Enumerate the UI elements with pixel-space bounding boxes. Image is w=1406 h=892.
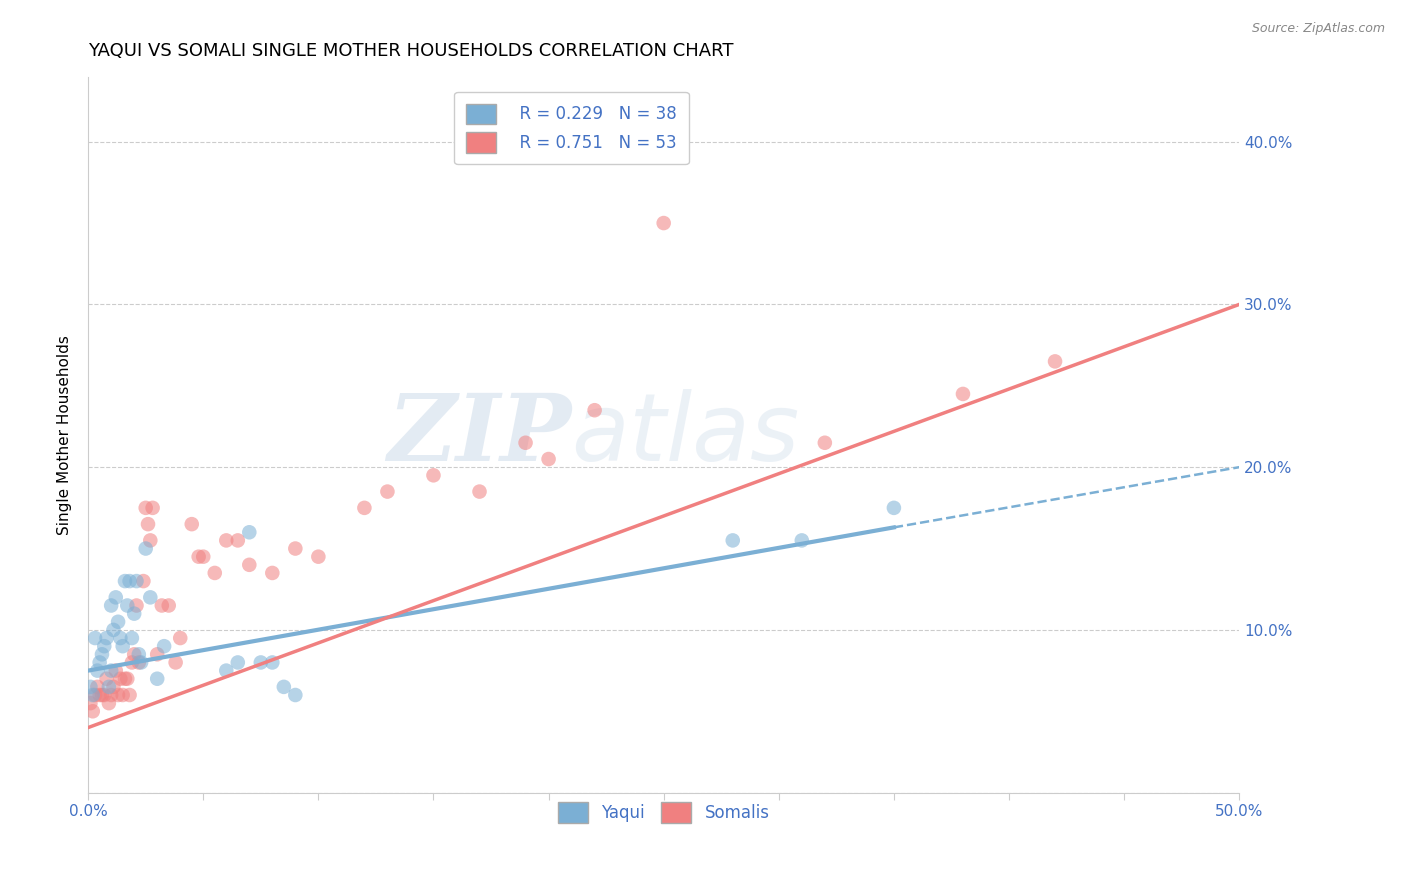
Point bbox=[583, 403, 606, 417]
Point bbox=[122, 648, 145, 662]
Point bbox=[139, 533, 162, 548]
Point bbox=[114, 672, 136, 686]
Point bbox=[121, 656, 143, 670]
Point bbox=[180, 517, 202, 532]
Point bbox=[135, 500, 157, 515]
Point bbox=[142, 500, 165, 515]
Point bbox=[118, 688, 141, 702]
Point bbox=[103, 623, 125, 637]
Point bbox=[117, 599, 139, 613]
Point bbox=[128, 656, 150, 670]
Point bbox=[93, 639, 115, 653]
Point bbox=[97, 696, 120, 710]
Point bbox=[91, 688, 114, 702]
Point bbox=[89, 688, 111, 702]
Point bbox=[187, 549, 209, 564]
Point bbox=[204, 566, 226, 580]
Point bbox=[122, 607, 145, 621]
Point bbox=[169, 631, 191, 645]
Point bbox=[96, 672, 118, 686]
Point bbox=[273, 680, 295, 694]
Point bbox=[307, 549, 329, 564]
Y-axis label: Single Mother Households: Single Mother Households bbox=[58, 334, 72, 534]
Point bbox=[262, 566, 284, 580]
Point bbox=[284, 541, 307, 556]
Point bbox=[93, 688, 115, 702]
Point bbox=[79, 696, 101, 710]
Point bbox=[139, 591, 162, 605]
Point bbox=[262, 656, 284, 670]
Point bbox=[86, 664, 108, 678]
Point bbox=[790, 533, 813, 548]
Point bbox=[84, 688, 107, 702]
Point bbox=[82, 688, 104, 702]
Point bbox=[238, 525, 260, 540]
Point bbox=[238, 558, 260, 572]
Point bbox=[91, 648, 114, 662]
Point bbox=[125, 574, 148, 588]
Point bbox=[422, 468, 444, 483]
Point bbox=[100, 688, 122, 702]
Point bbox=[114, 574, 136, 588]
Point bbox=[111, 688, 134, 702]
Point bbox=[353, 500, 375, 515]
Point bbox=[226, 656, 249, 670]
Point bbox=[721, 533, 744, 548]
Point bbox=[121, 631, 143, 645]
Point bbox=[110, 672, 132, 686]
Point bbox=[226, 533, 249, 548]
Point bbox=[96, 631, 118, 645]
Point bbox=[136, 517, 159, 532]
Point bbox=[284, 688, 307, 702]
Point bbox=[165, 656, 187, 670]
Point bbox=[157, 599, 180, 613]
Point bbox=[86, 680, 108, 694]
Point bbox=[100, 599, 122, 613]
Point bbox=[215, 533, 238, 548]
Point bbox=[215, 664, 238, 678]
Point bbox=[79, 680, 101, 694]
Point bbox=[111, 639, 134, 653]
Point bbox=[249, 656, 271, 670]
Point bbox=[537, 452, 560, 467]
Point bbox=[515, 435, 537, 450]
Text: ZIP: ZIP bbox=[387, 390, 572, 480]
Point bbox=[104, 591, 127, 605]
Point bbox=[84, 631, 107, 645]
Point bbox=[153, 639, 176, 653]
Point bbox=[103, 680, 125, 694]
Point bbox=[125, 599, 148, 613]
Point bbox=[89, 656, 111, 670]
Point bbox=[117, 672, 139, 686]
Point bbox=[100, 664, 122, 678]
Point bbox=[110, 631, 132, 645]
Point bbox=[135, 541, 157, 556]
Point bbox=[104, 664, 127, 678]
Point bbox=[952, 387, 974, 401]
Point bbox=[107, 615, 129, 629]
Point bbox=[150, 599, 173, 613]
Point bbox=[107, 688, 129, 702]
Point bbox=[82, 704, 104, 718]
Point bbox=[814, 435, 837, 450]
Point bbox=[377, 484, 399, 499]
Point bbox=[1043, 354, 1066, 368]
Point bbox=[883, 500, 905, 515]
Point bbox=[468, 484, 491, 499]
Point bbox=[146, 672, 169, 686]
Text: YAQUI VS SOMALI SINGLE MOTHER HOUSEHOLDS CORRELATION CHART: YAQUI VS SOMALI SINGLE MOTHER HOUSEHOLDS… bbox=[89, 42, 734, 60]
Legend: Yaqui, Somalis: Yaqui, Somalis bbox=[546, 791, 782, 834]
Text: atlas: atlas bbox=[572, 389, 800, 480]
Point bbox=[652, 216, 675, 230]
Point bbox=[146, 648, 169, 662]
Point bbox=[97, 680, 120, 694]
Point bbox=[193, 549, 215, 564]
Text: Source: ZipAtlas.com: Source: ZipAtlas.com bbox=[1251, 22, 1385, 36]
Point bbox=[128, 648, 150, 662]
Point bbox=[129, 656, 152, 670]
Point bbox=[118, 574, 141, 588]
Point bbox=[132, 574, 155, 588]
